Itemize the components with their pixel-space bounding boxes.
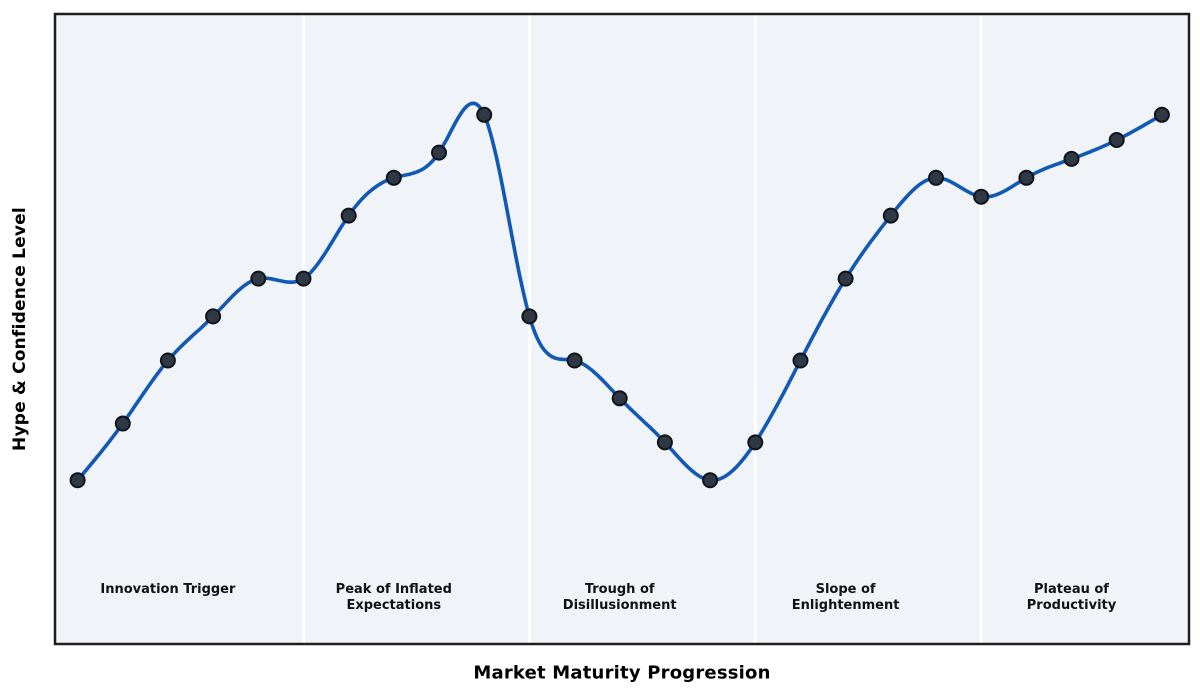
phase-label-5: Plateau of Productivity <box>1026 582 1117 613</box>
data-point-17 <box>837 270 854 287</box>
data-point-7 <box>385 169 402 186</box>
data-point-1 <box>114 415 131 432</box>
data-point-9 <box>476 106 493 123</box>
phase-label-2: Peak of Inflated Expectations <box>335 582 452 613</box>
data-point-22 <box>1063 150 1080 167</box>
data-point-13 <box>656 434 673 451</box>
data-point-24 <box>1153 106 1170 123</box>
data-point-2 <box>159 352 176 369</box>
phase-label-4: Slope of Enlightenment <box>791 582 900 613</box>
data-point-6 <box>340 207 357 224</box>
data-point-11 <box>566 352 583 369</box>
data-point-14 <box>702 472 719 489</box>
plot-border <box>53 12 1191 646</box>
data-point-23 <box>1108 132 1125 148</box>
data-point-8 <box>431 144 447 161</box>
x-axis-label: Market Maturity Progression <box>473 662 771 684</box>
y-axis-label: Hype & Confidence Level <box>10 207 30 451</box>
data-point-20 <box>973 188 990 205</box>
data-point-15 <box>747 434 764 451</box>
plot-area <box>55 14 1189 644</box>
data-point-10 <box>521 308 538 325</box>
phase-label-1: Innovation Trigger <box>100 582 236 597</box>
data-point-21 <box>1018 169 1035 186</box>
data-point-4 <box>250 270 267 287</box>
data-point-16 <box>792 352 809 369</box>
phase-label-3: Trough of Disillusionment <box>562 582 677 613</box>
data-point-0 <box>69 472 86 489</box>
data-point-12 <box>611 390 628 407</box>
data-point-19 <box>928 169 944 186</box>
data-point-18 <box>882 207 899 224</box>
data-point-3 <box>205 308 222 325</box>
data-point-5 <box>295 270 312 287</box>
